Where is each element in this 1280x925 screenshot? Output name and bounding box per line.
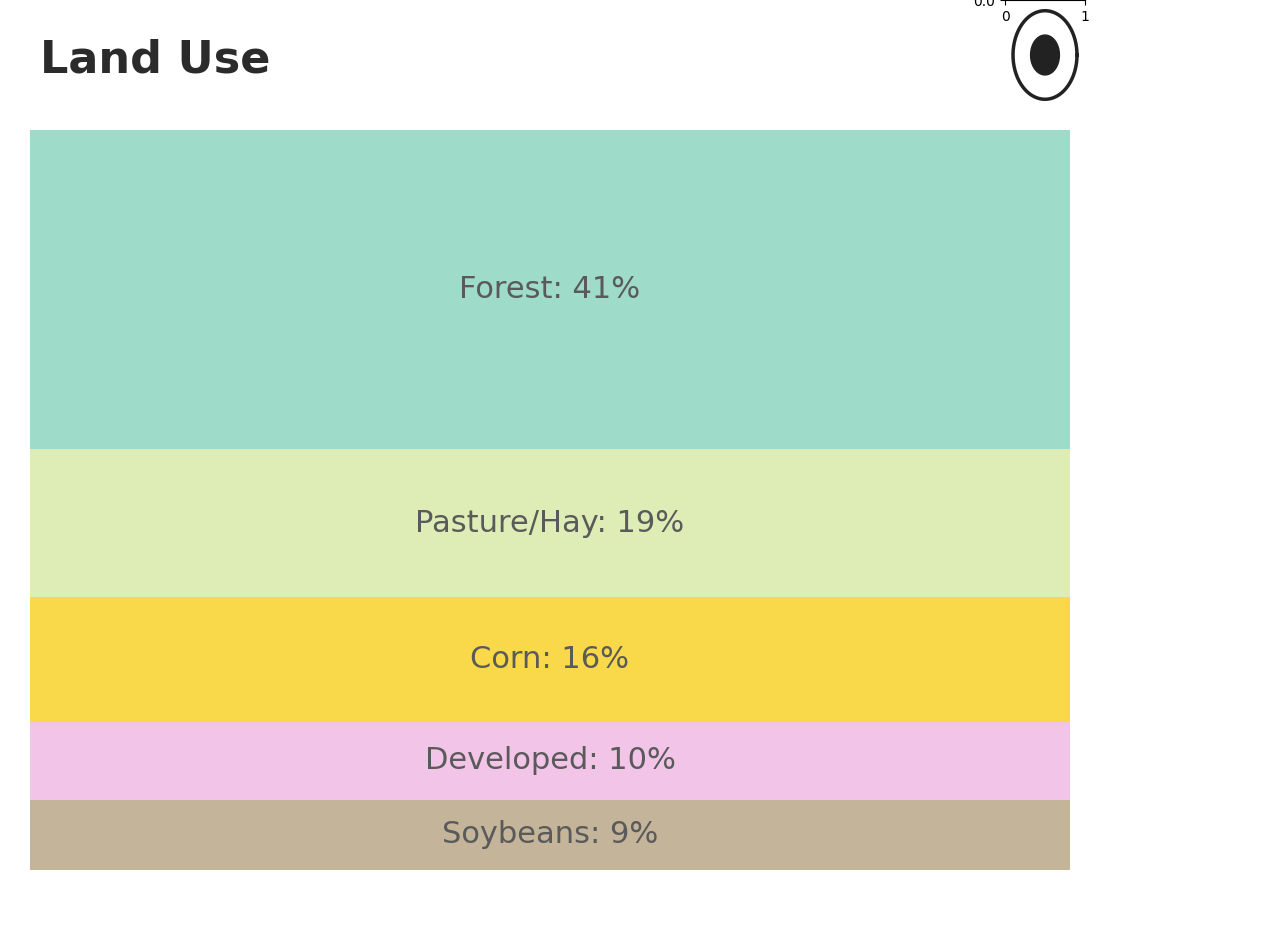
Bar [29, 722, 1070, 800]
Text: Corn: 16%: Corn: 16% [471, 645, 630, 674]
Text: Developed: 10%: Developed: 10% [425, 746, 676, 775]
Bar [29, 598, 1070, 722]
Text: Soybeans: 9%: Soybeans: 9% [442, 820, 658, 849]
Bar [29, 130, 1070, 450]
Text: Pasture/Hay: 19%: Pasture/Hay: 19% [416, 509, 685, 537]
Bar [29, 800, 1070, 870]
Bar [29, 450, 1070, 598]
Text: Forest: 41%: Forest: 41% [460, 275, 640, 304]
Polygon shape [1030, 35, 1060, 75]
Text: Land Use: Land Use [40, 39, 270, 81]
